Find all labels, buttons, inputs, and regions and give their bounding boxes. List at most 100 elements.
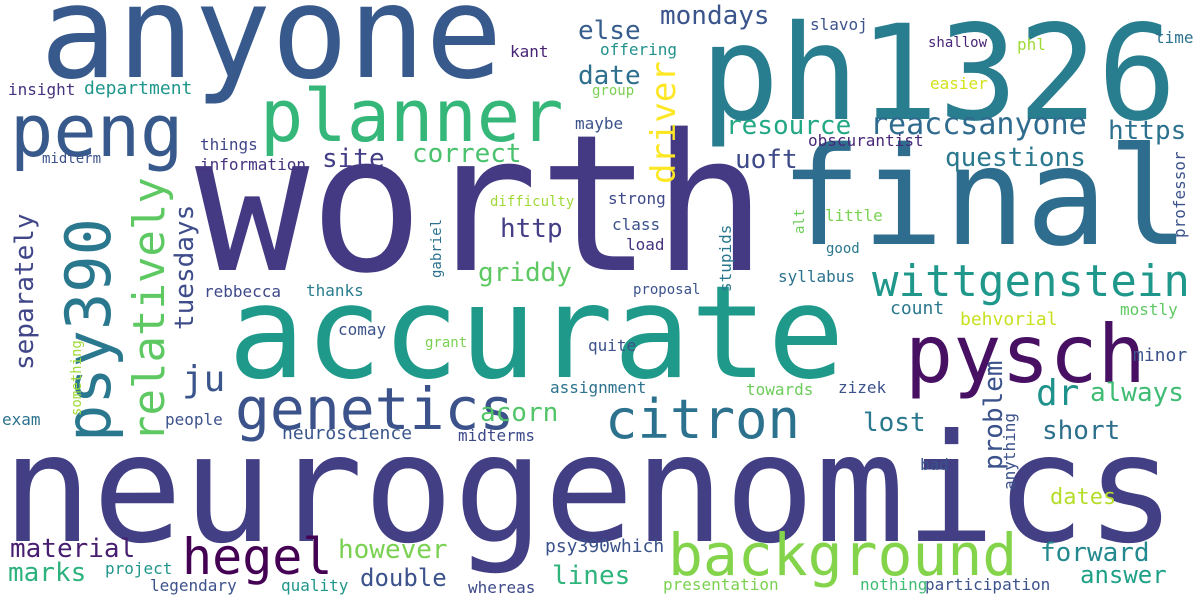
word-department: department [84, 78, 193, 99]
word-tuesdays: tuesdays [170, 204, 200, 330]
word-thanks: thanks [306, 281, 364, 300]
word-midterm: midterm [42, 151, 102, 167]
word-something: something [69, 340, 85, 416]
word-insight: insight [8, 80, 76, 99]
word-else: else [578, 16, 641, 46]
word-material: material [10, 534, 136, 564]
word-site: site [322, 144, 385, 174]
word-correct: correct [412, 139, 522, 169]
word-mostly: mostly [1120, 300, 1178, 319]
word-nothing: nothing [860, 575, 928, 594]
word-behvorial: behvorial [960, 309, 1058, 330]
word-things: things [200, 135, 258, 154]
word-time: time [1155, 28, 1194, 47]
word-towards: towards [746, 380, 814, 399]
word-little: little [825, 206, 883, 225]
word-griddy: griddy [478, 258, 572, 288]
word-ju: ju [182, 359, 226, 400]
word-reaccsanyone: reaccsanyone [870, 107, 1087, 142]
word-strong: strong [608, 189, 666, 208]
word-marks: marks [8, 558, 87, 588]
word-resource: resource [726, 111, 852, 141]
word-participation: participation [925, 575, 1051, 594]
word-always: always [1090, 378, 1184, 408]
word-information: information [200, 155, 306, 174]
word-accurate: accurate [228, 259, 845, 408]
word-presentation: presentation [663, 575, 779, 594]
word-gabriel: gabriel [429, 218, 445, 278]
word-genetics: genetics [235, 375, 515, 443]
word-driver: driver [644, 61, 684, 184]
word-good: good [826, 241, 860, 257]
word-psy390: psy390 [52, 218, 125, 442]
word-assignment: assignment [550, 378, 647, 397]
word-easier: easier [930, 74, 988, 93]
word-final: final [780, 119, 1190, 277]
word-http: http [500, 214, 563, 244]
word-background: background [668, 521, 1018, 589]
word-minor: minor [1133, 345, 1188, 366]
word-questions: questions [945, 143, 1086, 173]
word-planner: planner [260, 74, 564, 158]
word-zizek: zizek [838, 378, 887, 397]
word-ph1326: ph1326 [700, 0, 1177, 151]
word-dr: dr [1036, 373, 1080, 414]
word-however: however [338, 535, 448, 565]
word-double: double [360, 564, 447, 592]
word-relatively: relatively [124, 177, 175, 442]
word-count: count [890, 298, 945, 319]
word-citron: citron [605, 388, 801, 451]
word-midterms: midterms [458, 426, 536, 445]
word-comay: comay [338, 320, 387, 339]
word-date: date [578, 61, 641, 91]
word-quite: quite [588, 336, 637, 355]
word-shallow: shallow [928, 35, 988, 51]
word-https: https [1108, 116, 1187, 146]
word-anything: anything [1000, 412, 1019, 490]
word-offering: offering [600, 40, 678, 59]
word-neurogenomics: neurogenomics [2, 403, 1176, 577]
word-maybe: maybe [575, 114, 624, 133]
word-professor: professor [1170, 151, 1189, 238]
word-syllabus: syllabus [778, 267, 856, 286]
word-psy390which: psy390which [545, 536, 665, 557]
word-grant: grant [425, 335, 468, 351]
word-proposal: proposal [633, 282, 701, 298]
word-class: class [612, 215, 661, 234]
word-neuroscience: neuroscience [282, 423, 413, 444]
word-obscurantist: obscurantist [808, 131, 924, 150]
word-wittgenstein: wittgenstein [872, 256, 1190, 307]
word-dates: dates [1050, 485, 1117, 510]
word-load: load [626, 235, 665, 254]
word-quality: quality [281, 576, 349, 595]
word-whereas: whereas [468, 578, 536, 597]
word-worth: worth [195, 94, 767, 315]
word-group: group [592, 83, 635, 99]
word-people: people [165, 410, 223, 429]
word-lost: lost [863, 408, 926, 438]
word-stupids: stupids [716, 224, 735, 292]
word-kant: kant [510, 42, 549, 61]
word-short: short [1042, 416, 1121, 446]
word-forward: forward [1040, 538, 1150, 568]
word-hegel: hegel [182, 528, 333, 586]
word-project: project [105, 559, 173, 578]
word-rebbecca: rebbecca [204, 282, 282, 301]
word-separately: separately [10, 213, 40, 370]
word-lines: lines [552, 561, 631, 591]
word-alt: alt [792, 208, 808, 234]
word-slavoj: slavoj [810, 15, 868, 34]
word-mondays: mondays [660, 1, 770, 31]
word-bad: bad [920, 455, 949, 474]
word-peng: peng [10, 89, 184, 173]
word-phl: phl [1017, 35, 1046, 54]
word-pysch: pysch [905, 308, 1146, 401]
word-difficulty: difficulty [490, 194, 575, 210]
word-exam: exam [2, 410, 41, 429]
word-acorn: acorn [480, 398, 559, 428]
word-uoft: uoft [735, 145, 798, 175]
word-anyone: anyone [40, 0, 503, 108]
word-answer: answer [1080, 561, 1167, 589]
word-legendary: legendary [150, 576, 237, 595]
